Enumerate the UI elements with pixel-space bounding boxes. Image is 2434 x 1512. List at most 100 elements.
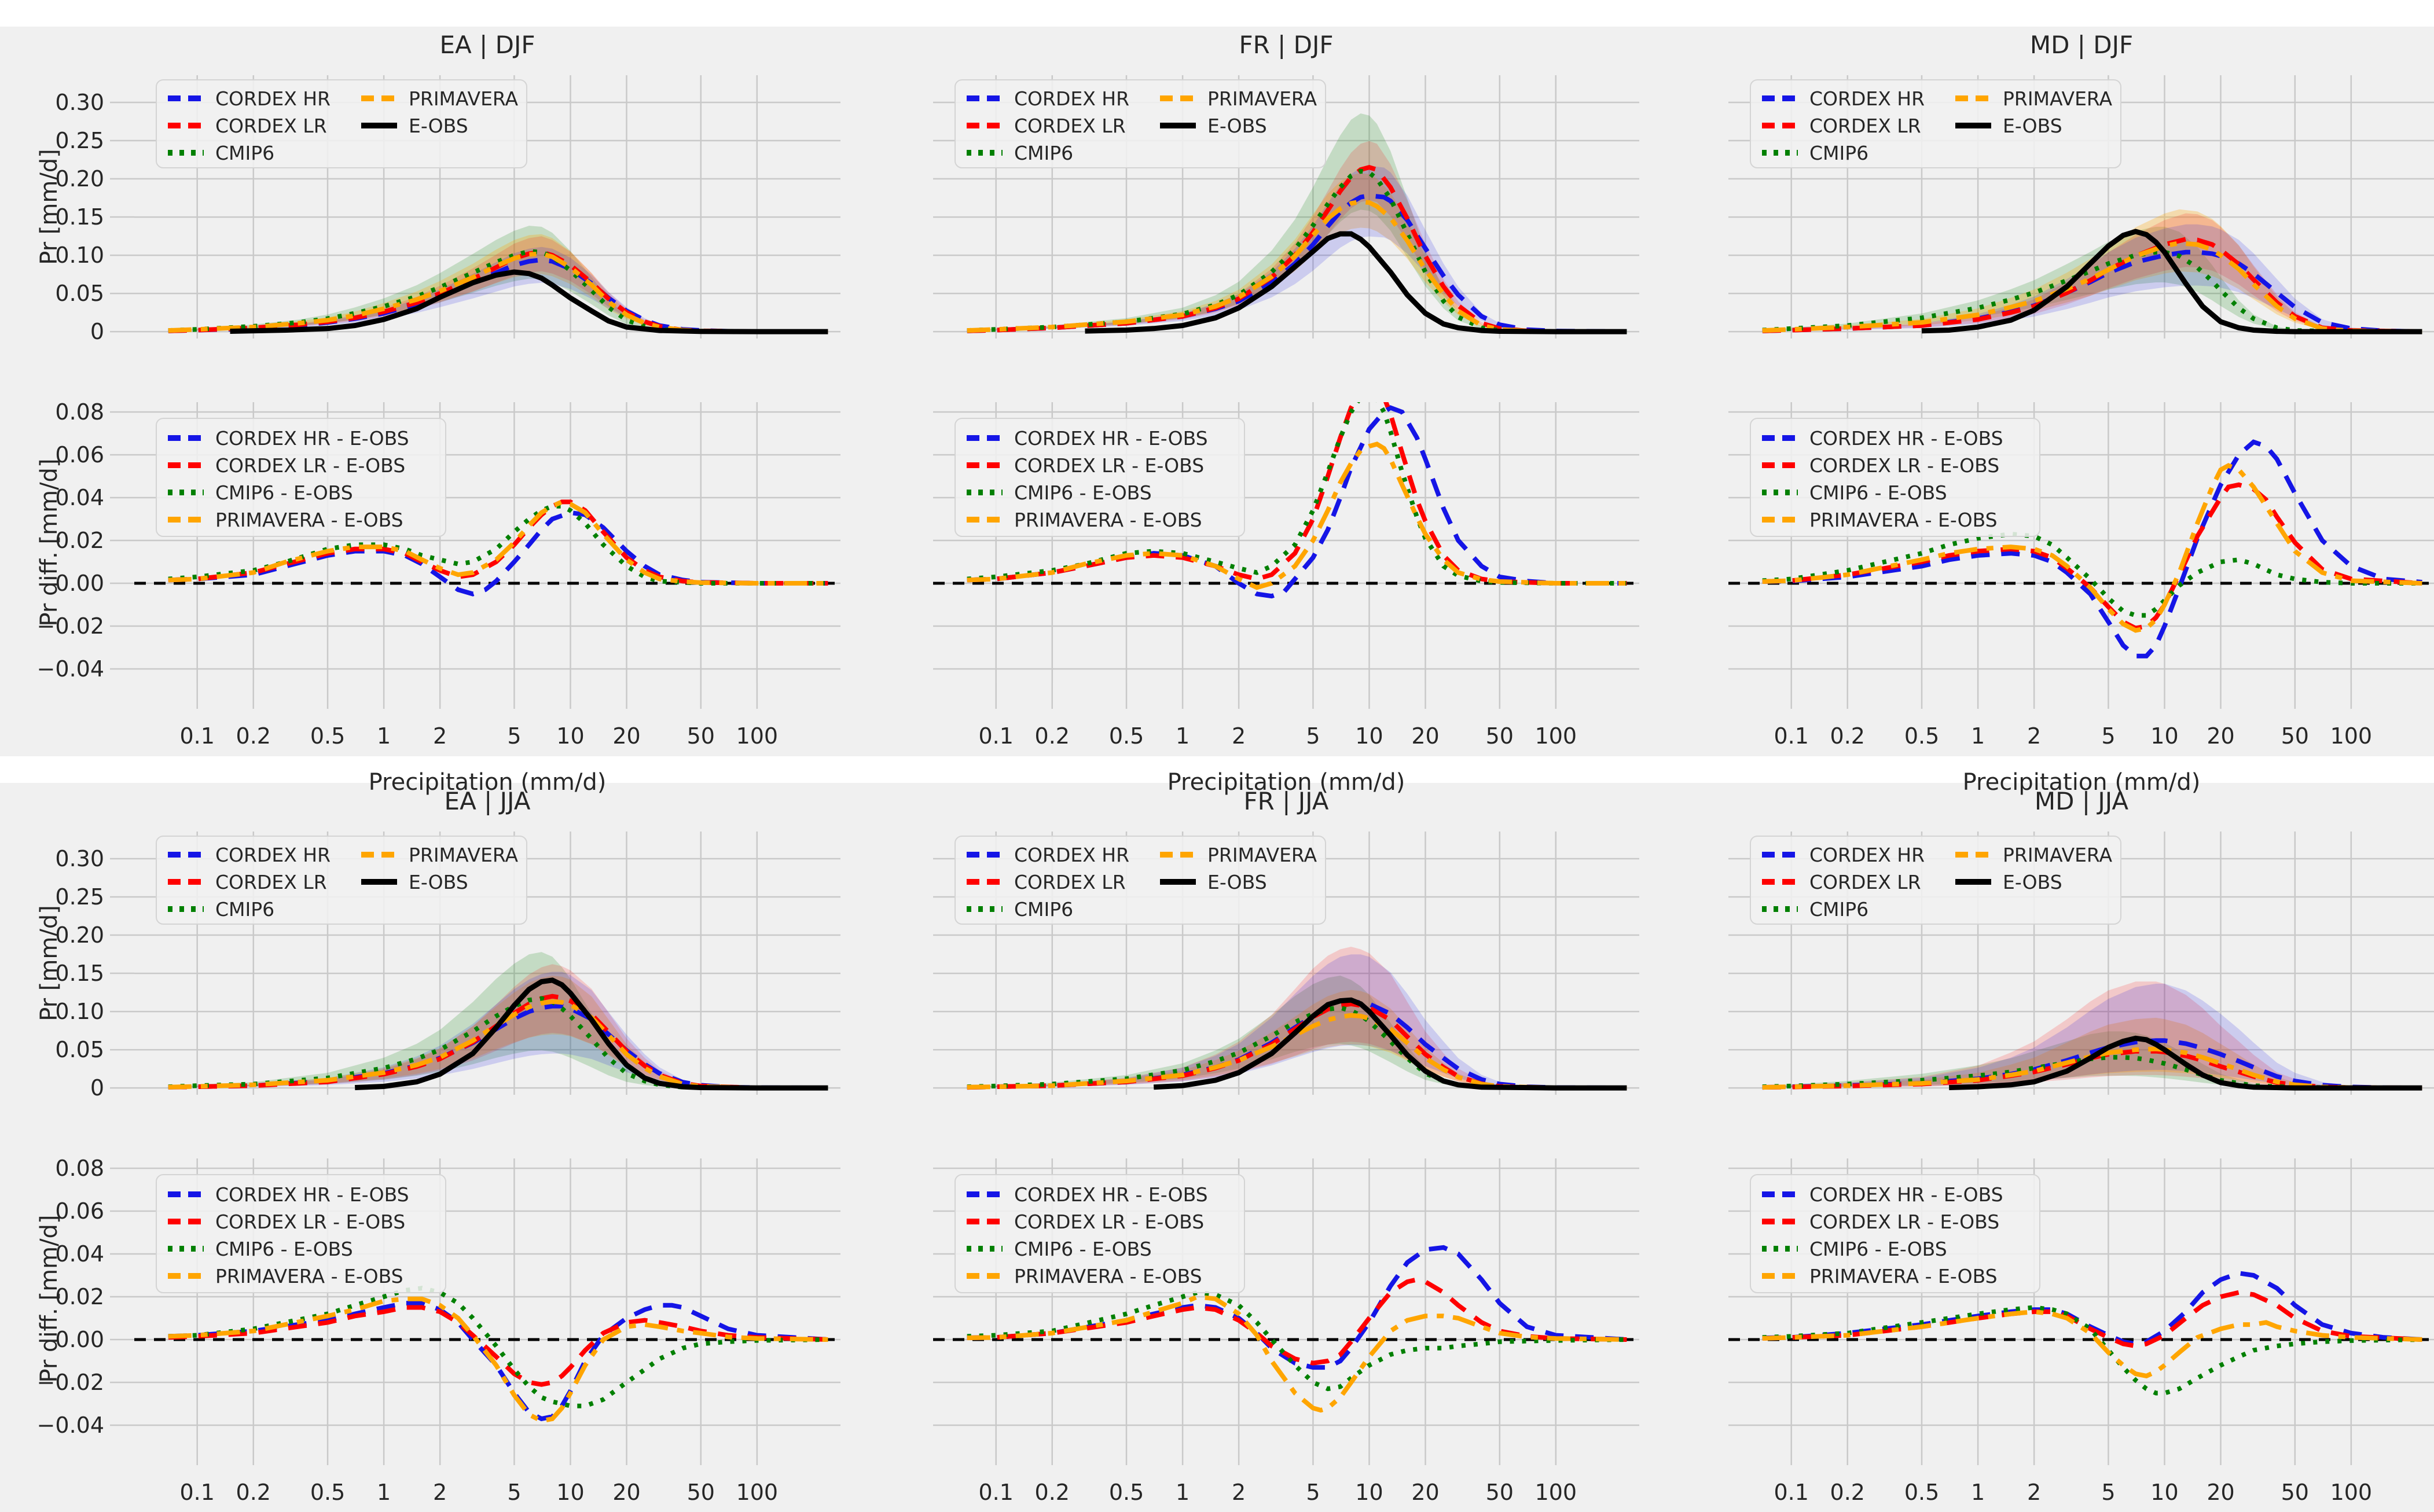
legend-label: CORDEX LR <box>215 115 327 137</box>
primavera-diff-curve <box>1762 1309 2422 1379</box>
cordex_hr-pdf-curve <box>1762 249 2422 334</box>
primavera-diff-curve <box>168 1296 828 1423</box>
pdf-legend: CORDEX HR CORDEX LR CMIP6 PRIMAVERA E-OBS <box>156 836 527 925</box>
ytick-label: 0.20 <box>55 922 104 948</box>
legend-label: CORDEX LR <box>1809 115 1921 137</box>
xtick-label: 10 <box>556 1480 584 1505</box>
legend-box <box>156 836 527 925</box>
xtick-label: 100 <box>736 1480 779 1505</box>
ytick-label: 0.04 <box>55 485 104 510</box>
legend-label: CMIP6 - E-OBS <box>1014 1238 1152 1260</box>
xtick-label: 2 <box>1232 723 1246 749</box>
ytick-label: 0.08 <box>55 399 104 425</box>
xtick-label: 50 <box>687 1480 715 1505</box>
primavera-pdf-curve <box>168 251 828 334</box>
panel-FR-DJF-diff: 0.1 0.2 0.5 1 2 5 10 20 50 100 Precipitation (mm/d… <box>933 402 1639 796</box>
xtick-label: 0.5 <box>310 1480 345 1505</box>
xtick-label: 0.5 <box>310 723 345 749</box>
xtick-label: 0.2 <box>1830 723 1865 749</box>
legend-label: E-OBS <box>409 115 468 137</box>
xtick-label: 0.5 <box>1109 1480 1144 1505</box>
pdf-y-axis-label: Pr [mm/d] <box>36 149 63 265</box>
cmip6-pdf-curve <box>168 996 828 1091</box>
legend-label: CORDEX HR <box>1809 87 1925 110</box>
xtick-label: 50 <box>2281 1480 2309 1505</box>
legend-label: CORDEX HR <box>215 844 331 866</box>
xtick-label: 2 <box>2027 723 2041 749</box>
xtick-label: 0.2 <box>1830 1480 1865 1505</box>
primavera-spread-band <box>967 989 1627 1088</box>
ytick-label: 0.30 <box>55 846 104 871</box>
xtick-label: 100 <box>736 723 779 749</box>
xtick-label: 100 <box>2330 723 2373 749</box>
xtick-label: 20 <box>2207 1480 2234 1505</box>
legend-label: CORDEX LR <box>1809 871 1921 893</box>
primavera-pdf-curve <box>168 999 828 1091</box>
legend-label: CMIP6 <box>215 898 274 921</box>
eobs-pdf-curve <box>1949 1035 2422 1091</box>
xtick-label: 1 <box>377 1480 391 1505</box>
legend-label: PRIMAVERA - E-OBS <box>1014 1265 1202 1287</box>
cordex_lr-diff-curve <box>1762 1290 2422 1349</box>
legend-label: PRIMAVERA <box>1207 87 1317 110</box>
legend-box <box>1750 79 2121 168</box>
ytick-label: 0.10 <box>55 242 104 268</box>
legend-box <box>954 1174 1245 1293</box>
pdf-legend: CORDEX HR CORDEX LR CMIP6 PRIMAVERA E-OBS <box>156 79 527 168</box>
ytick-label: 0.00 <box>55 1327 104 1352</box>
legend-label: E-OBS <box>409 871 468 893</box>
ytick-label: 0.20 <box>55 166 104 192</box>
xtick-label: 10 <box>2150 1480 2178 1505</box>
xtick-label: 100 <box>2330 1480 2373 1505</box>
ytick-label: 0.05 <box>55 281 104 306</box>
panel-MD-DJF-diff: 0.1 0.2 0.5 1 2 5 10 20 50 100 Precipitation (mm/d… <box>1728 402 2434 796</box>
ytick-label: 0.02 <box>55 1284 104 1309</box>
panel-title: MD | JJA <box>2035 787 2128 815</box>
legend-label: PRIMAVERA <box>2003 87 2113 110</box>
legend-box <box>156 418 446 537</box>
pdf-legend: CORDEX HR CORDEX LR CMIP6 PRIMAVERA E-OBS <box>1750 79 2121 168</box>
xtick-label: 5 <box>507 1480 521 1505</box>
legend-label: CORDEX HR - E-OBS <box>1014 427 1208 450</box>
legend-label: CORDEX HR - E-OBS <box>1809 1183 2003 1206</box>
xtick-label: 5 <box>1306 1480 1320 1505</box>
legend-label: PRIMAVERA <box>2003 844 2113 866</box>
xtick-label: 50 <box>1486 723 1514 749</box>
primavera-pdf-curve <box>1762 1046 2422 1091</box>
ytick-label: −0.02 <box>37 1370 104 1395</box>
eobs-pdf-curve <box>1921 229 2422 334</box>
panel-MD-JJA-pdf: MD | JJA CORDEX HR CORDEX LR CMIP6 PRIMAVERA… <box>1728 787 2434 1095</box>
legend-box <box>1750 418 2040 537</box>
legend-box <box>156 1174 446 1293</box>
legend-box <box>1750 1174 2040 1293</box>
cordex_hr-diff-curve <box>1762 439 2422 658</box>
cmip6-diff-curve <box>168 503 828 586</box>
xtick-label: 5 <box>2101 723 2115 749</box>
xtick-label: 0.1 <box>979 1480 1014 1505</box>
xtick-label: 20 <box>2207 723 2234 749</box>
diff-legend: CORDEX HR - E-OBS CORDEX LR - E-OBS CMIP6 … <box>156 418 446 537</box>
primavera-pdf-curve <box>967 1013 1627 1091</box>
ytick-label: −0.04 <box>37 1412 104 1438</box>
legend-label: E-OBS <box>2003 871 2062 893</box>
ytick-label: −0.02 <box>37 613 104 639</box>
legend-label: PRIMAVERA <box>1207 844 1317 866</box>
panel-title: FR | JJA <box>1244 787 1329 815</box>
pdf-legend: CORDEX HR CORDEX LR CMIP6 PRIMAVERA E-OBS <box>1750 836 2121 925</box>
ytick-label: 0 <box>90 319 104 344</box>
cordex_lr-pdf-curve <box>1762 237 2422 334</box>
legend-label: CMIP6 <box>1809 142 1868 164</box>
legend-label: CORDEX HR - E-OBS <box>215 427 409 450</box>
legend-label: CORDEX HR <box>1014 844 1129 866</box>
xtick-label: 0.1 <box>180 1480 215 1505</box>
xtick-label: 10 <box>556 723 584 749</box>
pdf-legend: CORDEX HR CORDEX LR CMIP6 PRIMAVERA E-OBS <box>954 836 1326 925</box>
panel-EA-DJF-pdf: EA | DJF 0 0.05 0.10 0.15 0.20 0.25 0.30 Pr [mm/… <box>36 31 840 344</box>
ytick-label: 0.10 <box>55 999 104 1024</box>
xtick-label: 1 <box>377 723 391 749</box>
x-axis-label: Precipitation (mm/d) <box>369 769 607 796</box>
legend-label: CMIP6 <box>215 142 274 164</box>
legend-label: E-OBS <box>1207 115 1267 137</box>
